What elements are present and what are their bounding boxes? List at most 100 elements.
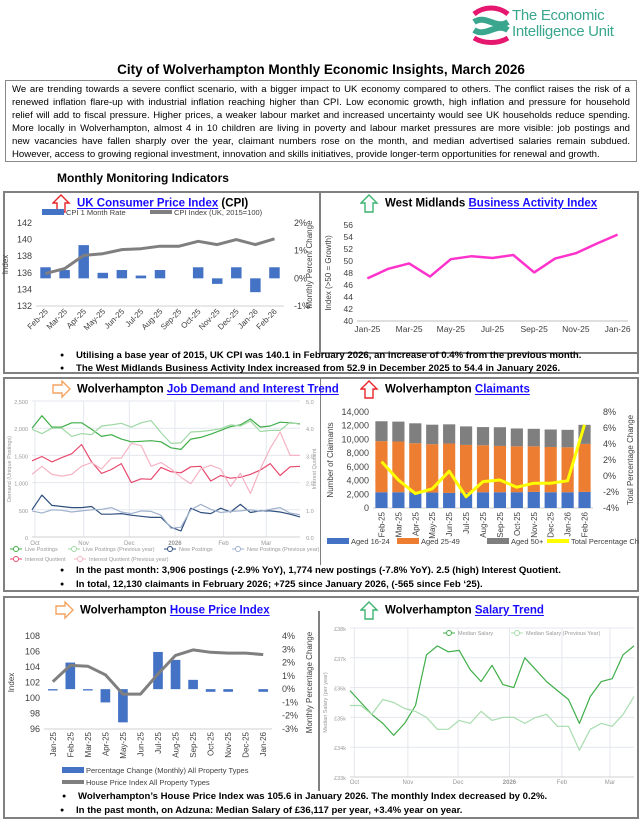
x-tick-label: Jun-25 <box>103 307 127 331</box>
y2-tick-label: -4% <box>603 503 619 513</box>
bullet-item: In the past month: 3,906 postings (-2.9%… <box>60 565 561 576</box>
bar <box>476 427 490 446</box>
y-tick-label: 10,000 <box>341 434 369 444</box>
bar <box>83 689 93 691</box>
title-prefix: West Midlands <box>385 197 469 210</box>
bullet-item: In the past month, on Adzuna: Median Sal… <box>60 805 462 816</box>
series-line <box>31 420 301 445</box>
legend-marker <box>71 546 77 552</box>
bai-chart-title: West Midlands Business Activity Index <box>360 194 597 213</box>
y-tick-label: 44 <box>344 292 354 302</box>
bar <box>561 429 574 448</box>
bai-chart: 40 42 44 46 48 50 52 54 56 Index (>50 = Growth) Ja… <box>324 220 631 334</box>
logo-line-2: Intelligence Unit <box>512 23 614 40</box>
y-tick-label: 100 <box>25 693 40 703</box>
bar <box>258 689 269 692</box>
logo-mark-icon <box>472 5 510 45</box>
x-tick-label: May-25 <box>119 731 128 758</box>
x-tick-label: Dec-25 <box>547 511 556 537</box>
intro-line: renewed inflation flare-up with industri… <box>12 97 630 108</box>
legend-label: CPI 1 Month Rate <box>66 208 126 217</box>
legend-label: Live Postings <box>25 547 58 553</box>
salary-link[interactable]: Salary Trend <box>474 604 544 617</box>
x-tick-label: Oct <box>350 780 360 786</box>
y-tick-label: £34k <box>334 746 346 752</box>
bar <box>392 421 405 442</box>
y-axis-title: Index <box>7 673 16 693</box>
y2-tick-label: 2% <box>282 658 295 668</box>
bar <box>443 424 456 444</box>
title-prefix: Wolverhampton <box>80 604 170 617</box>
bar <box>375 421 388 442</box>
y2-tick-label: 2% <box>294 218 307 228</box>
bai-link[interactable]: Business Activity Index <box>468 197 598 210</box>
salary-chart: £33k £34k £35k £36k £37k £38k Median Salary (p… <box>323 627 635 786</box>
legend-marker <box>167 546 173 552</box>
y2-tick-label: 6% <box>603 423 616 433</box>
bar <box>47 689 58 691</box>
intro-line: relief will add to fiscal pressure. High… <box>12 110 630 121</box>
y2-tick-label: 2.0 <box>306 482 314 488</box>
x-tick-label: Feb-25 <box>66 731 75 757</box>
x-tick-label: Dec-25 <box>242 731 251 757</box>
series-line <box>366 233 619 280</box>
bar <box>223 689 233 692</box>
bar <box>527 491 540 508</box>
y2-tick-label: -1% <box>294 301 310 311</box>
legend-marker <box>13 556 19 562</box>
x-tick-label: Aug-25 <box>172 731 181 757</box>
x-tick-label: 2026 <box>168 541 182 547</box>
x-tick-label: Nov-25 <box>224 731 233 757</box>
y-tick-label: 0 <box>25 536 28 542</box>
title-prefix: Wolverhampton <box>385 604 475 617</box>
legend-label: New Postings <box>179 547 213 553</box>
x-tick-label: Jun-25 <box>136 731 145 756</box>
y-tick-label: 2,000 <box>346 489 369 499</box>
bar <box>544 446 557 493</box>
y2-tick-label: -2% <box>603 487 619 497</box>
legend-label: Aged 50+ <box>511 537 544 546</box>
y-tick-label: 104 <box>25 662 40 672</box>
bar <box>510 446 523 493</box>
bar <box>205 689 216 692</box>
y-tick-label: 52 <box>344 244 354 254</box>
y2-tick-label: 1% <box>294 246 307 256</box>
salary-chart-title: Wolverhampton Salary Trend <box>360 601 544 620</box>
x-tick-label: Dec <box>124 541 135 547</box>
y-tick-label: 142 <box>17 218 32 228</box>
hpi-link[interactable]: House Price Index <box>169 604 270 617</box>
x-tick-label: Mar-25 <box>394 511 403 537</box>
y-tick-label: £37k <box>334 657 346 663</box>
x-tick-label: Feb-26 <box>581 511 590 537</box>
y2-tick-label: 4.0 <box>306 427 314 433</box>
legend-swatch <box>42 209 64 215</box>
jobs-chart-title: Wolverhampton Job Demand and Interest Tr… <box>52 380 339 399</box>
x-tick-label: Aug-25 <box>479 511 488 537</box>
claimants-chart: 0 2,000 4,000 6,000 8,000 10,000 12,000 14,000 -… <box>326 407 639 546</box>
legend-label: Interest Quotient <box>25 557 66 563</box>
title-prefix: Wolverhampton <box>385 383 475 396</box>
y-tick-label: £35k <box>334 716 346 722</box>
bar <box>392 492 405 508</box>
y2-axis-title: Interest Quotient <box>312 448 318 489</box>
logo <box>470 4 640 50</box>
x-tick-label: Nov <box>78 541 89 547</box>
jobs-chart: 0 500 1,000 1,500 2,000 2,500 0.0 1.0 2.0 3.0 4.0 5… <box>7 400 320 563</box>
y2-tick-label: -1% <box>282 697 298 707</box>
bar <box>459 426 473 445</box>
legend-swatch <box>397 538 419 544</box>
title-suffix: (CPI) <box>218 197 249 210</box>
x-tick-label: Apr-25 <box>101 731 110 756</box>
y2-tick-label: 0% <box>294 273 307 283</box>
bar <box>493 445 507 493</box>
cpi-link[interactable]: UK Consumer Price Index <box>77 197 219 210</box>
x-tick-label: Apr-25 <box>411 511 420 536</box>
y-tick-label: 56 <box>344 220 354 230</box>
y2-tick-label: 3.0 <box>306 454 314 460</box>
jobs-link[interactable]: Job Demand and Interest Trend <box>166 383 339 396</box>
title-prefix: Wolverhampton <box>77 383 167 396</box>
bar <box>510 492 523 508</box>
bullet-item: Wolverhampton’s House Price Index was 10… <box>62 791 547 802</box>
logo-line-1: The Economic <box>512 7 605 24</box>
claimants-link[interactable]: Claimants <box>474 383 530 396</box>
